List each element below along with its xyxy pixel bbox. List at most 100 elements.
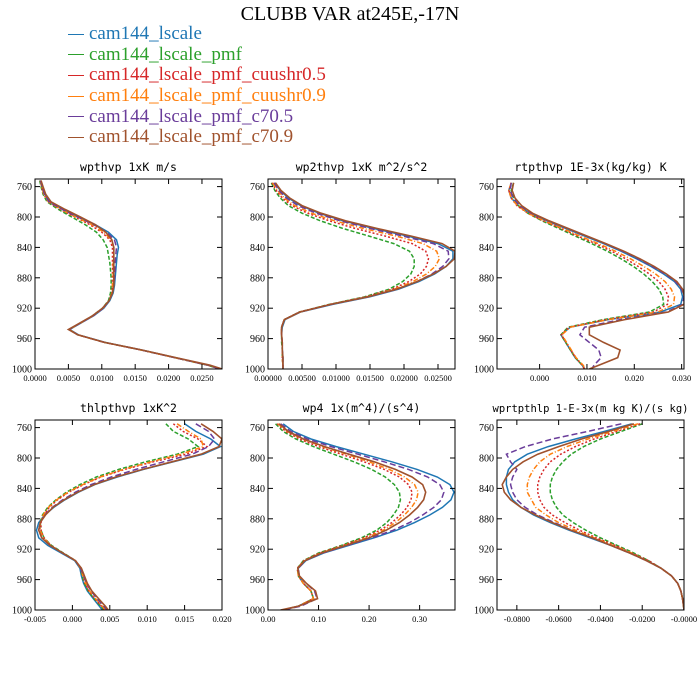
- series-line-2: [39, 423, 200, 610]
- y-tick-label: 840: [479, 243, 494, 254]
- series-line-4: [508, 182, 676, 369]
- y-tick-label: 880: [479, 273, 494, 284]
- series-line-4: [39, 423, 205, 610]
- y-tick-label: 840: [250, 484, 265, 495]
- y-tick-label: 1000: [474, 606, 494, 617]
- x-tick-label: -0.0400: [587, 614, 613, 624]
- y-tick-label: 960: [250, 575, 265, 586]
- x-tick-label: 0.00: [261, 614, 276, 624]
- y-tick-label: 840: [17, 243, 32, 254]
- legend-label: cam144_lscale_pmf_cuushr0.5: [89, 64, 326, 86]
- x-tick-label: 0.010: [577, 373, 596, 383]
- x-tick-label: 0.10: [311, 614, 326, 624]
- y-tick-label: 920: [479, 304, 494, 315]
- series-line-3: [39, 180, 221, 369]
- panel-title: wpthvp 1xK m/s: [80, 160, 177, 174]
- series-line-2: [270, 182, 415, 369]
- plot-frame: [34, 178, 223, 370]
- legend-label: cam144_lscale: [89, 23, 202, 45]
- y-tick-label: 920: [250, 304, 265, 315]
- x-tick-label: 0.02500: [424, 373, 452, 383]
- series-line-6: [40, 180, 222, 369]
- y-tick-label: 920: [17, 304, 32, 315]
- plot-frame: [496, 178, 685, 370]
- series-line-2: [38, 180, 220, 369]
- y-tick-label: 840: [250, 243, 265, 254]
- series-line-5: [509, 182, 684, 369]
- series-line-1: [35, 423, 222, 610]
- x-tick-label: 0.0000: [23, 373, 46, 383]
- series-line-6: [37, 423, 222, 610]
- chart-title: CLUBB VAR at245E,-17N: [240, 3, 460, 25]
- x-tick-label: 0.0050: [57, 373, 80, 383]
- panel-title: thlpthvp 1xK^2: [80, 401, 177, 415]
- x-tick-label: 0.0100: [90, 373, 113, 383]
- legend-label: cam144_lscale_pmf_cuushr0.9: [89, 85, 326, 107]
- x-tick-label: 0.02000: [390, 373, 418, 383]
- y-tick-label: 880: [17, 273, 32, 284]
- panel-title: rtpthvp 1E-3x(kg/kg) K: [514, 160, 666, 174]
- y-tick-label: 800: [250, 454, 265, 465]
- y-tick-label: 840: [479, 484, 494, 495]
- x-tick-label: 0.0250: [190, 373, 213, 383]
- legend-swatch: [68, 74, 84, 76]
- x-tick-label: 0.030: [672, 373, 691, 383]
- series-line-4: [526, 423, 684, 610]
- series-line-6: [278, 423, 427, 610]
- y-tick-label: 760: [17, 423, 32, 434]
- legend: cam144_lscale cam144_lscale_pmf cam144_l…: [68, 23, 326, 148]
- panel-title: wp4 1x(m^4)/(s^4): [303, 401, 421, 415]
- x-tick-label: 0.00500: [288, 373, 316, 383]
- y-tick-label: 960: [17, 575, 32, 586]
- x-tick-label: 0.00000: [254, 373, 282, 383]
- series-line-6: [501, 423, 684, 610]
- x-tick-label: -0.0000: [671, 614, 697, 624]
- panel-title: wprtpthlp 1-E-3x(m kg K)/(s kg): [493, 403, 689, 415]
- plot-frame: [267, 178, 456, 370]
- plot-frame: [496, 419, 685, 611]
- x-tick-label: 0.005: [100, 614, 119, 624]
- x-tick-label: -0.0600: [546, 614, 572, 624]
- series-line-1: [39, 180, 221, 369]
- legend-swatch: [68, 54, 84, 56]
- legend-swatch: [68, 95, 84, 97]
- legend-swatch: [68, 116, 84, 118]
- legend-entry: cam144_lscale_pmf_cuushr0.5: [68, 64, 326, 86]
- series-line-3: [536, 423, 684, 610]
- x-tick-label: -0.0800: [504, 614, 530, 624]
- y-tick-label: 920: [250, 545, 265, 556]
- series-line-5: [39, 180, 221, 369]
- x-tick-label: 0.000: [63, 614, 82, 624]
- legend-label: cam144_lscale_pmf_c70.5: [89, 105, 294, 127]
- y-tick-label: 800: [250, 213, 265, 224]
- legend-swatch: [68, 33, 84, 35]
- series-line-2: [275, 423, 402, 610]
- plot-frame: [34, 419, 223, 611]
- panel-title: wp2thvp 1xK m^2/s^2: [296, 160, 428, 174]
- x-tick-label: -0.005: [24, 614, 46, 624]
- y-tick-label: 760: [250, 423, 265, 434]
- y-tick-label: 960: [479, 334, 494, 345]
- y-tick-label: 800: [479, 454, 494, 465]
- x-tick-label: 0.020: [625, 373, 644, 383]
- series-line-6: [274, 182, 455, 369]
- y-tick-label: 880: [17, 514, 32, 525]
- legend-entry: cam144_lscale: [68, 23, 326, 45]
- y-tick-label: 960: [250, 334, 265, 345]
- y-tick-label: 1000: [474, 365, 494, 376]
- y-tick-label: 920: [17, 545, 32, 556]
- x-tick-label: 0.020: [212, 614, 231, 624]
- y-tick-label: 800: [479, 213, 494, 224]
- series-line-1: [508, 182, 684, 369]
- y-tick-label: 880: [250, 273, 265, 284]
- y-tick-label: 1000: [245, 606, 265, 617]
- y-tick-label: 880: [250, 514, 265, 525]
- series-line-2: [549, 423, 684, 610]
- series-line-6: [511, 182, 684, 369]
- x-tick-label: 0.000: [530, 373, 549, 383]
- series-line-1: [282, 423, 455, 610]
- y-tick-label: 920: [479, 545, 494, 556]
- y-tick-label: 1000: [12, 365, 32, 376]
- y-tick-label: 760: [17, 182, 32, 193]
